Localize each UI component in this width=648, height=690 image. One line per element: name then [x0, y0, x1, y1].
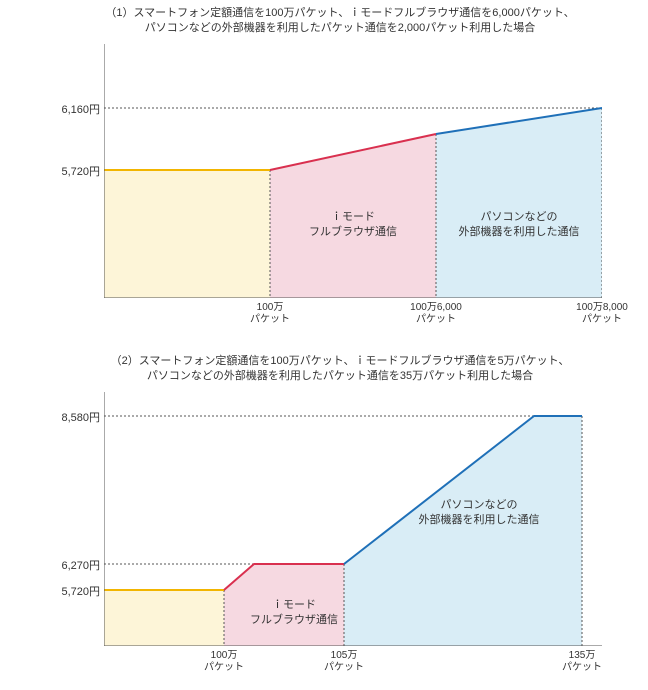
y-tick-label-1: 5,720円	[44, 163, 100, 179]
chart-area-label-2: パソコンなどの 外部機器を利用した通信	[399, 498, 559, 529]
y-tick-label-0: 6,160円	[44, 101, 100, 117]
y-tick-label-1: 6,270円	[44, 557, 100, 573]
charts-container: （1）スマートフォン定額通信を100万パケット、ｉモードフルブラウザ通信を6,0…	[0, 0, 648, 690]
chart-area-label-1: ｉモード フルブラウザ通信	[214, 598, 374, 629]
chart-area-0	[104, 590, 224, 646]
chart-1-plot: ｉモード フルブラウザ通信パソコンなどの 外部機器を利用した通信	[104, 44, 602, 298]
x-tick-label-2: 100万8,000 パケット	[552, 302, 648, 326]
chart-1-svg	[104, 44, 602, 298]
x-tick-label-2: 135万 パケット	[532, 650, 632, 674]
chart-area-0	[104, 170, 270, 298]
x-tick-label-0: 100万 パケット	[174, 650, 274, 674]
chart-2-title: （2）スマートフォン定額通信を100万パケット、ｉモードフルブラウザ通信を5万パ…	[60, 354, 620, 385]
chart-area-label-1: ｉモード フルブラウザ通信	[273, 210, 433, 241]
y-tick-label-0: 8,580円	[44, 409, 100, 425]
chart-area-2	[436, 108, 602, 298]
chart-2-plot: ｉモード フルブラウザ通信 パソコンなどの 外部機器を利用した通信	[104, 392, 602, 646]
chart-1-areas	[104, 108, 602, 298]
chart-1: （1）スマートフォン定額通信を100万パケット、ｉモードフルブラウザ通信を6,0…	[0, 0, 648, 340]
x-tick-label-1: 100万6,000 パケット	[386, 302, 486, 326]
chart-1-title: （1）スマートフォン定額通信を100万パケット、ｉモードフルブラウザ通信を6,0…	[60, 6, 620, 37]
chart-area-2	[344, 416, 582, 646]
x-tick-label-0: 100万 パケット	[220, 302, 320, 326]
chart-2: （2）スマートフォン定額通信を100万パケット、ｉモードフルブラウザ通信を5万パ…	[0, 348, 648, 688]
y-tick-label-2: 5,720円	[44, 583, 100, 599]
x-tick-label-1: 105万 パケット	[294, 650, 394, 674]
chart-area-label-2: パソコンなどの 外部機器を利用した通信	[439, 210, 599, 241]
